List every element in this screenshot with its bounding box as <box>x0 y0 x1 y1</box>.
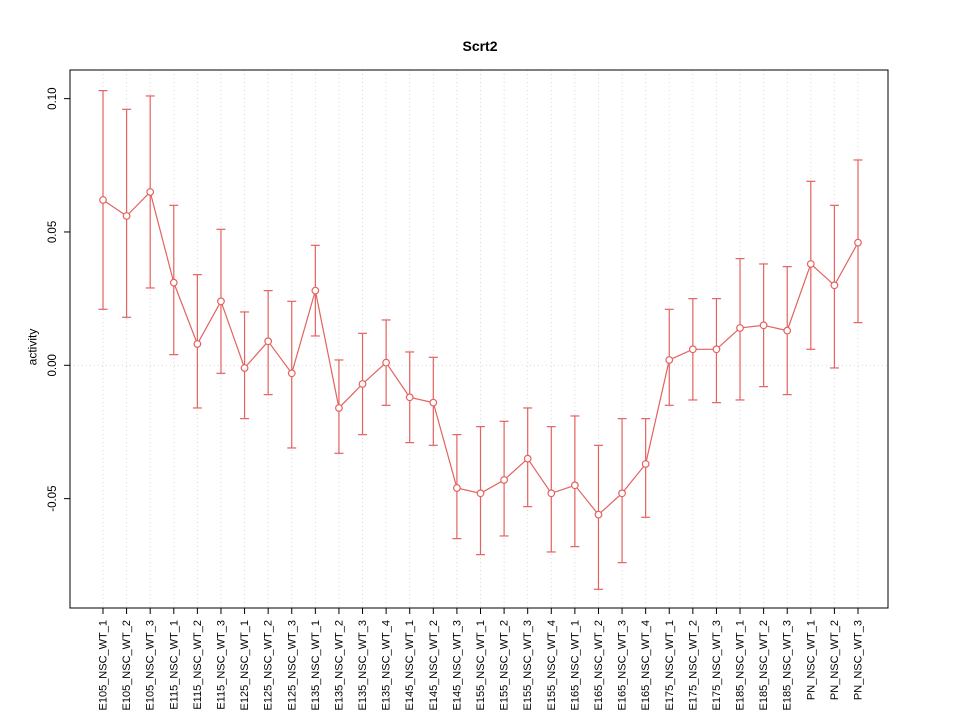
data-point <box>358 380 367 388</box>
data-point <box>854 238 862 247</box>
data-point <box>641 460 650 468</box>
x-tick-label: PN_NSC_WT_3 <box>853 620 865 700</box>
data-point <box>382 358 391 367</box>
data-point <box>736 324 744 332</box>
x-tick-label: E105_NSC_WT_3 <box>145 620 157 711</box>
data-point <box>712 345 721 354</box>
data-point <box>405 393 414 402</box>
data-point <box>146 188 155 196</box>
y-tick-label: 0.10 <box>47 87 59 109</box>
x-tick-label: E115_NSC_WT_1 <box>168 620 180 710</box>
x-tick-label: E165_NSC_WT_4 <box>640 620 652 711</box>
x-tick-label: E175_NSC_WT_2 <box>687 620 699 711</box>
data-point <box>169 278 178 287</box>
data-point <box>287 369 296 378</box>
data-point <box>99 196 107 204</box>
plot-border <box>69 69 889 609</box>
y-axis: -0.05 0.00 0.05 0.10 <box>47 87 70 512</box>
x-tick-label: E125_NSC_WT_1 <box>239 620 251 711</box>
x-tick-label: PN_NSC_WT_1 <box>805 620 817 700</box>
data-point <box>217 297 225 306</box>
data-point <box>830 281 839 290</box>
data-point <box>453 484 461 492</box>
data-point <box>311 286 320 295</box>
x-tick-label: E185_NSC_WT_1 <box>735 620 747 711</box>
error-bars <box>98 90 863 590</box>
data-point <box>193 340 202 348</box>
data-point <box>547 489 556 498</box>
data-point <box>759 321 768 330</box>
x-tick-label: E145_NSC_WT_3 <box>451 620 463 711</box>
x-tick-label: E175_NSC_WT_1 <box>664 620 676 711</box>
data-point <box>429 398 438 407</box>
x-tick-label: E155_NSC_WT_3 <box>522 620 534 711</box>
chart-title: Scrt2 <box>462 38 498 54</box>
x-tick-label: E135_NSC_WT_3 <box>357 620 369 711</box>
y-tick-label: 0.05 <box>47 221 59 243</box>
x-tick-label: E135_NSC_WT_2 <box>333 620 345 711</box>
x-axis: E105_NSC_WT_1 E105_NSC_WT_2 E105_NSC_WT_3 E… <box>98 608 865 711</box>
data-point <box>783 326 792 335</box>
data-point <box>335 404 343 412</box>
x-tick-label: E155_NSC_WT_4 <box>546 620 558 711</box>
data-point <box>594 510 603 519</box>
data-point <box>122 212 131 220</box>
x-tick-label: E155_NSC_WT_2 <box>499 620 511 711</box>
x-tick-label: E155_NSC_WT_1 <box>475 620 487 711</box>
data-point <box>665 356 674 364</box>
gridlines <box>70 70 888 608</box>
y-tick-label: -0.05 <box>47 486 59 512</box>
data-point <box>523 454 532 463</box>
x-tick-label: E165_NSC_WT_1 <box>569 620 581 711</box>
data-point <box>240 364 249 372</box>
x-tick-label: E185_NSC_WT_3 <box>782 620 794 711</box>
data-point <box>264 337 273 346</box>
data-point <box>618 489 626 498</box>
y-axis-label: activity <box>25 328 40 366</box>
data-points <box>99 188 862 519</box>
x-tick-label: E185_NSC_WT_2 <box>758 620 770 711</box>
data-point <box>570 481 579 490</box>
x-tick-label: E145_NSC_WT_2 <box>428 620 440 711</box>
x-tick-label: E135_NSC_WT_1 <box>310 620 322 711</box>
data-point <box>688 345 697 354</box>
x-tick-label: E115_NSC_WT_3 <box>215 620 227 710</box>
y-tick-label: 0.00 <box>47 354 59 376</box>
data-point <box>500 476 508 484</box>
x-tick-label: E165_NSC_WT_3 <box>617 620 629 711</box>
x-tick-label: E135_NSC_WT_4 <box>381 620 393 711</box>
x-tick-label: E105_NSC_WT_2 <box>121 620 133 711</box>
data-point <box>806 260 815 268</box>
x-tick-label: E125_NSC_WT_2 <box>263 620 275 711</box>
x-tick-label: E165_NSC_WT_2 <box>593 620 605 711</box>
data-point <box>476 489 485 498</box>
x-tick-label: E145_NSC_WT_1 <box>404 620 416 711</box>
x-tick-label: E105_NSC_WT_1 <box>98 620 110 711</box>
x-tick-label: E115_NSC_WT_2 <box>192 620 204 710</box>
x-tick-label: PN_NSC_WT_2 <box>829 620 841 700</box>
x-tick-label: E125_NSC_WT_3 <box>286 620 298 711</box>
x-tick-label: E175_NSC_WT_3 <box>711 620 723 711</box>
